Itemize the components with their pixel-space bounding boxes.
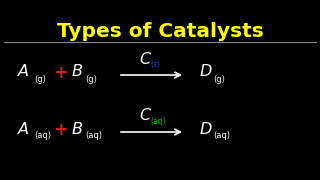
Text: (aq): (aq) bbox=[150, 118, 166, 127]
Text: A: A bbox=[18, 64, 29, 80]
Text: (s): (s) bbox=[150, 60, 161, 69]
Text: C: C bbox=[140, 51, 151, 66]
Text: +: + bbox=[53, 64, 67, 82]
Text: C: C bbox=[140, 109, 151, 123]
Text: (g): (g) bbox=[85, 75, 97, 84]
Text: D: D bbox=[200, 122, 212, 136]
Text: (aq): (aq) bbox=[213, 132, 230, 141]
Text: B: B bbox=[72, 122, 83, 136]
Text: +: + bbox=[53, 121, 67, 139]
Text: (aq): (aq) bbox=[85, 132, 102, 141]
Text: Types of Catalysts: Types of Catalysts bbox=[57, 22, 263, 41]
Text: A: A bbox=[18, 122, 29, 136]
Text: D: D bbox=[200, 64, 212, 80]
Text: (g): (g) bbox=[34, 75, 46, 84]
Text: B: B bbox=[72, 64, 83, 80]
Text: (g): (g) bbox=[213, 75, 225, 84]
Text: (aq): (aq) bbox=[34, 132, 51, 141]
